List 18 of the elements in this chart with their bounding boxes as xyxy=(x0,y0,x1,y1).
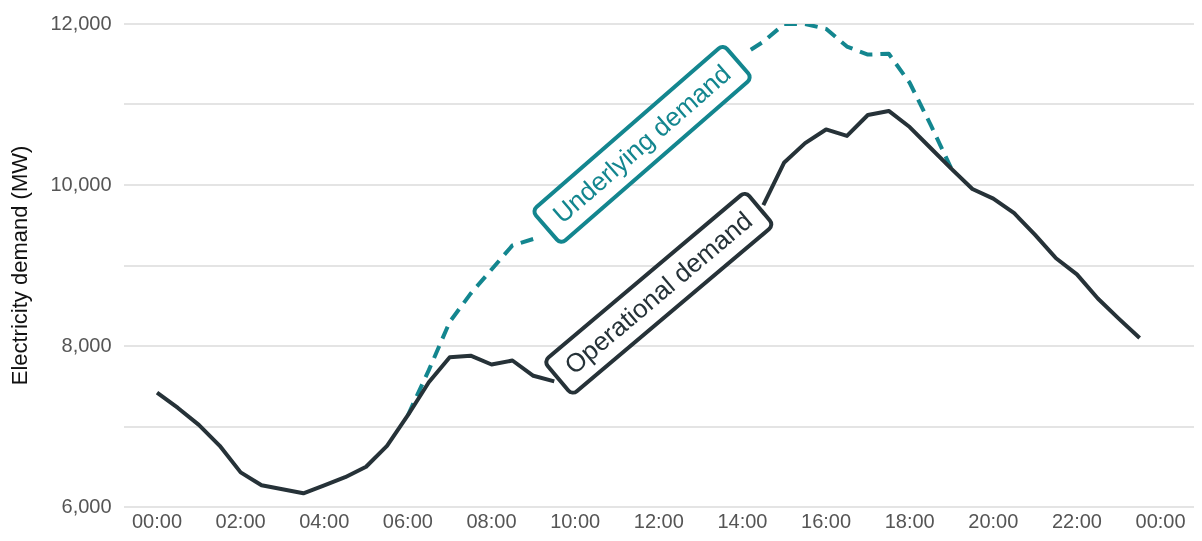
x-tick-label: 00:00 xyxy=(131,509,183,532)
x-tick-label: 10:00 xyxy=(550,509,601,532)
x-tick-label: 18:00 xyxy=(884,509,935,532)
y-tick-label: 8,000 xyxy=(61,333,112,356)
x-tick-label: 20:00 xyxy=(968,509,1019,532)
x-tick-label: 00:00 xyxy=(1135,509,1186,532)
x-tick-label: 08:00 xyxy=(466,509,517,532)
x-tick-label: 16:00 xyxy=(801,509,852,532)
x-tick-label: 06:00 xyxy=(382,509,433,532)
x-tick-label: 14:00 xyxy=(717,509,768,532)
y-tick-label: 10,000 xyxy=(50,172,112,195)
x-tick-label: 04:00 xyxy=(299,509,350,532)
y-axis-title: Electricity demand (MW) xyxy=(7,145,33,386)
x-tick-label: 02:00 xyxy=(215,509,266,532)
y-tick-label: 6,000 xyxy=(61,494,112,517)
y-tick-label: 12,000 xyxy=(50,11,112,34)
x-tick-label: 12:00 xyxy=(633,509,684,532)
x-tick-label: 22:00 xyxy=(1051,509,1102,532)
